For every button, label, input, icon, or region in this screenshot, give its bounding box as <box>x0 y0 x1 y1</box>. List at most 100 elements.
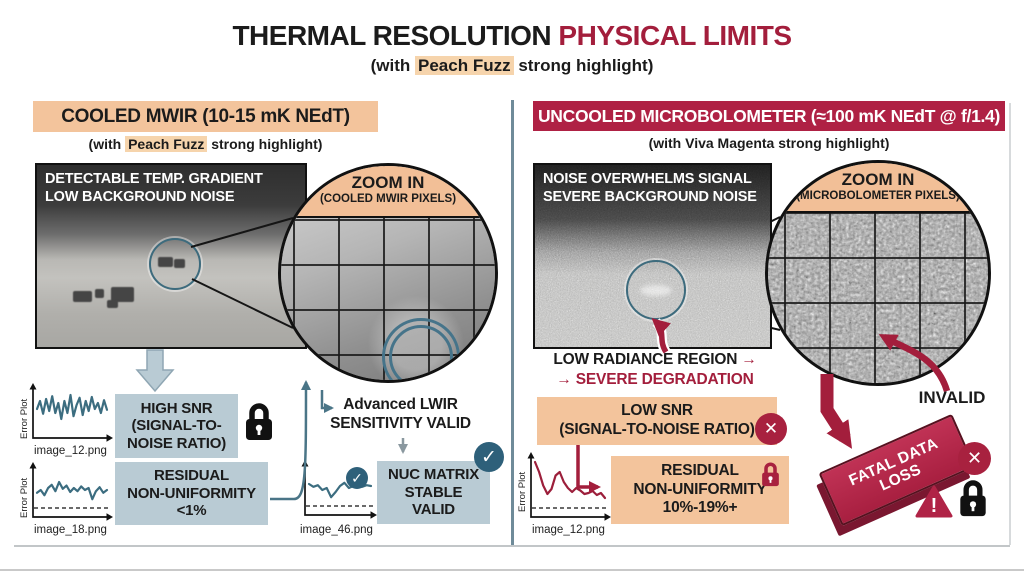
radiance-line2: SEVERE DEGRADATION <box>575 371 754 389</box>
nuc-line3: VALID <box>412 501 455 519</box>
thermal-vehicle <box>111 287 134 302</box>
cross-icon: ✕ <box>755 413 787 445</box>
left-zoom-circle: ZOOM IN (COOLED MWIR PIXELS) <box>278 163 498 383</box>
left-header-text: COOLED MWIR (10-15 mK NEdT) <box>61 105 350 127</box>
highlight-ring <box>149 238 201 290</box>
right-sub-prefix: (with <box>648 135 686 151</box>
residual-r-line3: 10%-19%+ <box>662 499 738 517</box>
nuc-matrix-box: NUC MATRIX STABLE VALID <box>377 461 490 524</box>
snr-line3: NOISE RATIO) <box>127 434 226 452</box>
residual-line1: RESIDUAL <box>153 467 230 485</box>
left-sub-highlight: Peach Fuzz <box>125 136 208 152</box>
left-thermal-image: DETECTABLE TEMP. GRADIENT LOW BACKGROUND… <box>35 163 307 349</box>
invalid-text: INVALID <box>918 388 986 407</box>
left-panel-header: COOLED MWIR (10-15 mK NEdT) <box>33 101 378 132</box>
nuc-line2: STABLE <box>404 483 463 501</box>
right-arrow-glyph: → <box>556 371 572 389</box>
plot3-sparkline <box>301 460 377 519</box>
subtitle-suffix: strong highlight) <box>513 56 654 75</box>
check-icon: ✓ <box>474 442 504 472</box>
lock-icon <box>246 403 272 440</box>
plot-r-xlabel: image_12.png <box>532 524 605 536</box>
right-zoom-title: ZOOM IN <box>841 170 915 189</box>
nuc-line1: NUC MATRIX <box>387 466 480 484</box>
page-subtitle: (with Peach Fuzz strong highlight) <box>0 56 1024 76</box>
warning-icon: ! <box>915 485 953 518</box>
right-image-caption: NOISE OVERWHELMS SIGNAL SEVERE BACKGROUN… <box>543 171 757 206</box>
right-thermal-image: NOISE OVERWHELMS SIGNAL SEVERE BACKGROUN… <box>533 163 772 349</box>
lowsnr-line1: LOW SNR <box>621 402 693 420</box>
plot-r-sparkline <box>527 452 611 521</box>
right-panel-header: UNCOOLED MICROBOLOMETER (≈100 mK NEdT @ … <box>533 101 1005 131</box>
error-plot-3: image_46.png <box>298 460 384 538</box>
right-rule <box>1009 103 1011 545</box>
low-snr-box: LOW SNR (SIGNAL-TO-NOISE RATIO) <box>537 397 777 445</box>
residual-line2: NON-UNIFORMITY <box>127 484 256 502</box>
highlight-ring <box>626 260 686 320</box>
error-plot-right: Error Plot image_12.png <box>517 452 616 540</box>
radiance-line1: LOW RADIANCE REGION <box>553 351 738 368</box>
right-sub-bold: Viva Magenta <box>685 135 775 151</box>
thermal-vehicle <box>73 291 92 302</box>
panel-divider <box>511 100 514 547</box>
check-glyph: ✓ <box>351 469 363 486</box>
advanced-line1: Advanced LWIR <box>343 396 458 413</box>
right-header-text: UNCOOLED MICROBOLOMETER (≈100 mK NEdT @ … <box>537 105 1001 126</box>
lock-icon-red <box>762 462 779 487</box>
plot2-sparkline <box>29 462 113 521</box>
residual-r-line1: RESIDUAL <box>661 462 739 480</box>
plot1-sparkline <box>29 383 113 442</box>
sensitivity-ring-inner <box>389 325 453 380</box>
residual-line3: <1% <box>176 502 207 520</box>
subtitle-highlight: Peach Fuzz <box>415 56 514 75</box>
invalid-label: INVALID <box>902 388 1002 408</box>
plot2-ylabel: Error Plot <box>19 477 30 518</box>
high-snr-box: HIGH SNR (SIGNAL-TO- NOISE RATIO) <box>115 394 238 458</box>
left-sub-prefix: (with <box>88 136 126 152</box>
subtitle-prefix: (with <box>370 56 416 75</box>
residual-nonuniformity-box-right: RESIDUAL NON-UNIFORMITY 10%-19%+ <box>611 456 789 524</box>
advanced-lwir-label: Advanced LWIR SENSITIVITY VALID <box>318 396 483 433</box>
radiance-label: LOW RADIANCE REGION → → SEVERE DEGRADATI… <box>533 350 777 390</box>
title-black: THERMAL RESOLUTION <box>232 20 552 51</box>
error-plot-2: Error Plot image_18.png <box>19 462 118 540</box>
error-plot-1: Error Plot image_12.png <box>19 383 118 459</box>
plot-r-ylabel: Error Plot <box>517 471 528 512</box>
cross-glyph: ✕ <box>763 419 779 438</box>
left-sub-suffix: strong highlight) <box>207 136 323 152</box>
title-red: PHYSICAL LIMITS <box>558 20 792 51</box>
plot3-xlabel: image_46.png <box>300 524 373 536</box>
lock-icon <box>960 480 986 517</box>
right-zoom-circle: ZOOM IN (MICROBOLOMETER PIXELS) <box>765 160 991 386</box>
left-image-caption: DETECTABLE TEMP. GRADIENT LOW BACKGROUND… <box>45 171 263 206</box>
plot1-xlabel: image_12.png <box>34 445 107 457</box>
plot1-ylabel: Error Plot <box>19 398 30 439</box>
check-icon: ✓ <box>346 467 368 489</box>
bottom-rule <box>14 545 1010 547</box>
right-zoom-cap: ZOOM IN (MICROBOLOMETER PIXELS) <box>768 163 988 213</box>
left-panel-subtitle: (with Peach Fuzz strong highlight) <box>33 136 378 152</box>
cutoff-artifact <box>0 569 1024 571</box>
advanced-line2: SENSITIVITY VALID <box>330 414 471 432</box>
cross-icon: ✕ <box>958 442 991 475</box>
right-zoom-subtitle: (MICROBOLOMETER PIXELS) <box>796 189 960 202</box>
snr-line1: HIGH SNR <box>140 399 213 417</box>
residual-r-line2: NON-UNIFORMITY <box>633 480 767 498</box>
page-title: THERMAL RESOLUTION PHYSICAL LIMITS <box>0 20 1024 52</box>
left-caption-line1: DETECTABLE TEMP. GRADIENT <box>45 171 263 187</box>
fatal-arrow <box>820 374 853 449</box>
left-zoom-title: ZOOM IN <box>351 173 425 192</box>
svg-text:!: ! <box>931 495 938 517</box>
right-caption-line1: NOISE OVERWHELMS SIGNAL <box>543 171 752 187</box>
right-sub-suffix: strong highlight) <box>774 135 890 151</box>
down-block-arrow <box>135 349 175 393</box>
snr-line2: (SIGNAL-TO- <box>131 417 222 435</box>
right-arrow-glyph: → <box>741 351 757 368</box>
check-glyph: ✓ <box>481 446 497 468</box>
right-caption-line2: SEVERE BACKGROUND NOISE <box>543 188 757 205</box>
left-caption-line2: LOW BACKGROUND NOISE <box>45 188 235 205</box>
right-panel-subtitle: (with Viva Magenta strong highlight) <box>533 135 1005 151</box>
left-zoom-cap: ZOOM IN (COOLED MWIR PIXELS) <box>281 166 495 218</box>
residual-nonuniformity-box: RESIDUAL NON-UNIFORMITY <1% <box>115 462 268 525</box>
